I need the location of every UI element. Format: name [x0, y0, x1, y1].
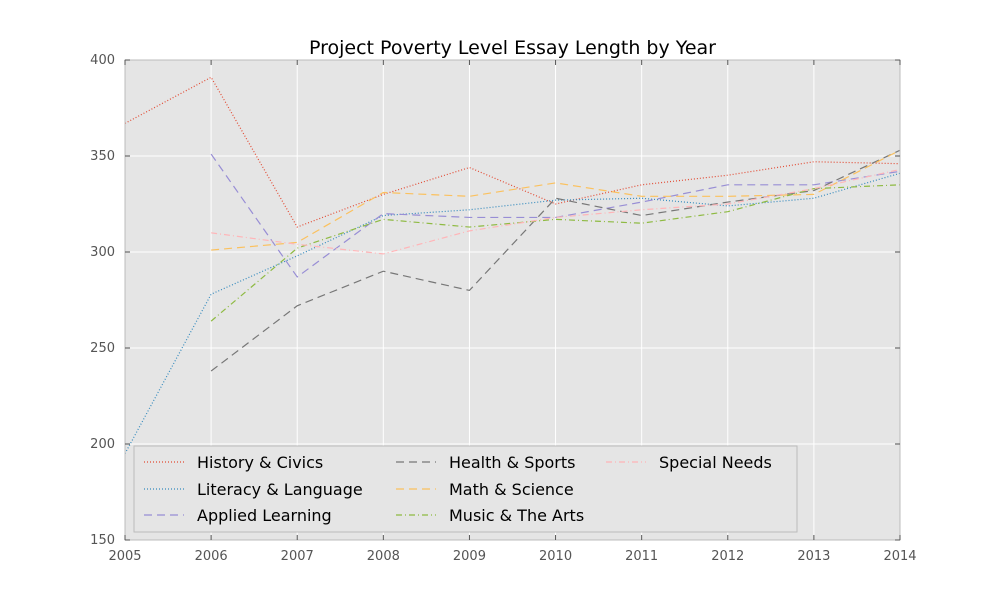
legend-box	[133, 445, 798, 533]
y-tick-label: 200	[90, 437, 115, 452]
legend-label-special-needs: Special Needs	[659, 453, 772, 472]
y-tick-label: 150	[90, 533, 115, 548]
y-tick-label: 400	[90, 53, 115, 68]
x-tick-label: 2006	[195, 549, 228, 564]
legend-label-applied-learning: Applied Learning	[197, 506, 332, 525]
series-line-literacy-language	[125, 172, 900, 454]
legend: History & Civics Literacy & Language Appli…	[133, 445, 798, 533]
plot-frame	[124, 59, 901, 541]
x-tick-label: 2011	[625, 549, 658, 564]
legend-label-health-sports: Health & Sports	[449, 453, 575, 472]
x-tick-label: 2013	[797, 549, 830, 564]
series-lines	[125, 76, 900, 454]
legend-label-math-science: Math & Science	[449, 480, 574, 499]
y-tick-label: 300	[90, 245, 115, 260]
x-tick-label: 2007	[281, 549, 314, 564]
axis-ticks: 2005 2006 2007 2008 2009 2010 2011 2012 2013 2014…	[90, 53, 916, 564]
legend-label-history-civics: History & Civics	[197, 453, 323, 472]
chart-title: Project Poverty Level Essay Length by Ye…	[309, 37, 716, 59]
series-line-music-the-arts	[210, 184, 900, 322]
x-tick-label: 2008	[367, 549, 400, 564]
legend-label-literacy-language: Literacy & Language	[197, 480, 363, 499]
legend-label-music-the-arts: Music & The Arts	[449, 506, 584, 525]
series-line-math-science	[211, 149, 900, 251]
y-tick-label: 250	[90, 341, 115, 356]
x-tick-label: 2005	[108, 549, 141, 564]
y-tick-label: 350	[90, 149, 115, 164]
x-tick-label: 2014	[883, 549, 916, 564]
x-tick-label: 2009	[453, 549, 486, 564]
x-tick-label: 2010	[539, 549, 572, 564]
series-line-applied-learning	[210, 153, 900, 278]
x-tick-label: 2012	[711, 549, 744, 564]
